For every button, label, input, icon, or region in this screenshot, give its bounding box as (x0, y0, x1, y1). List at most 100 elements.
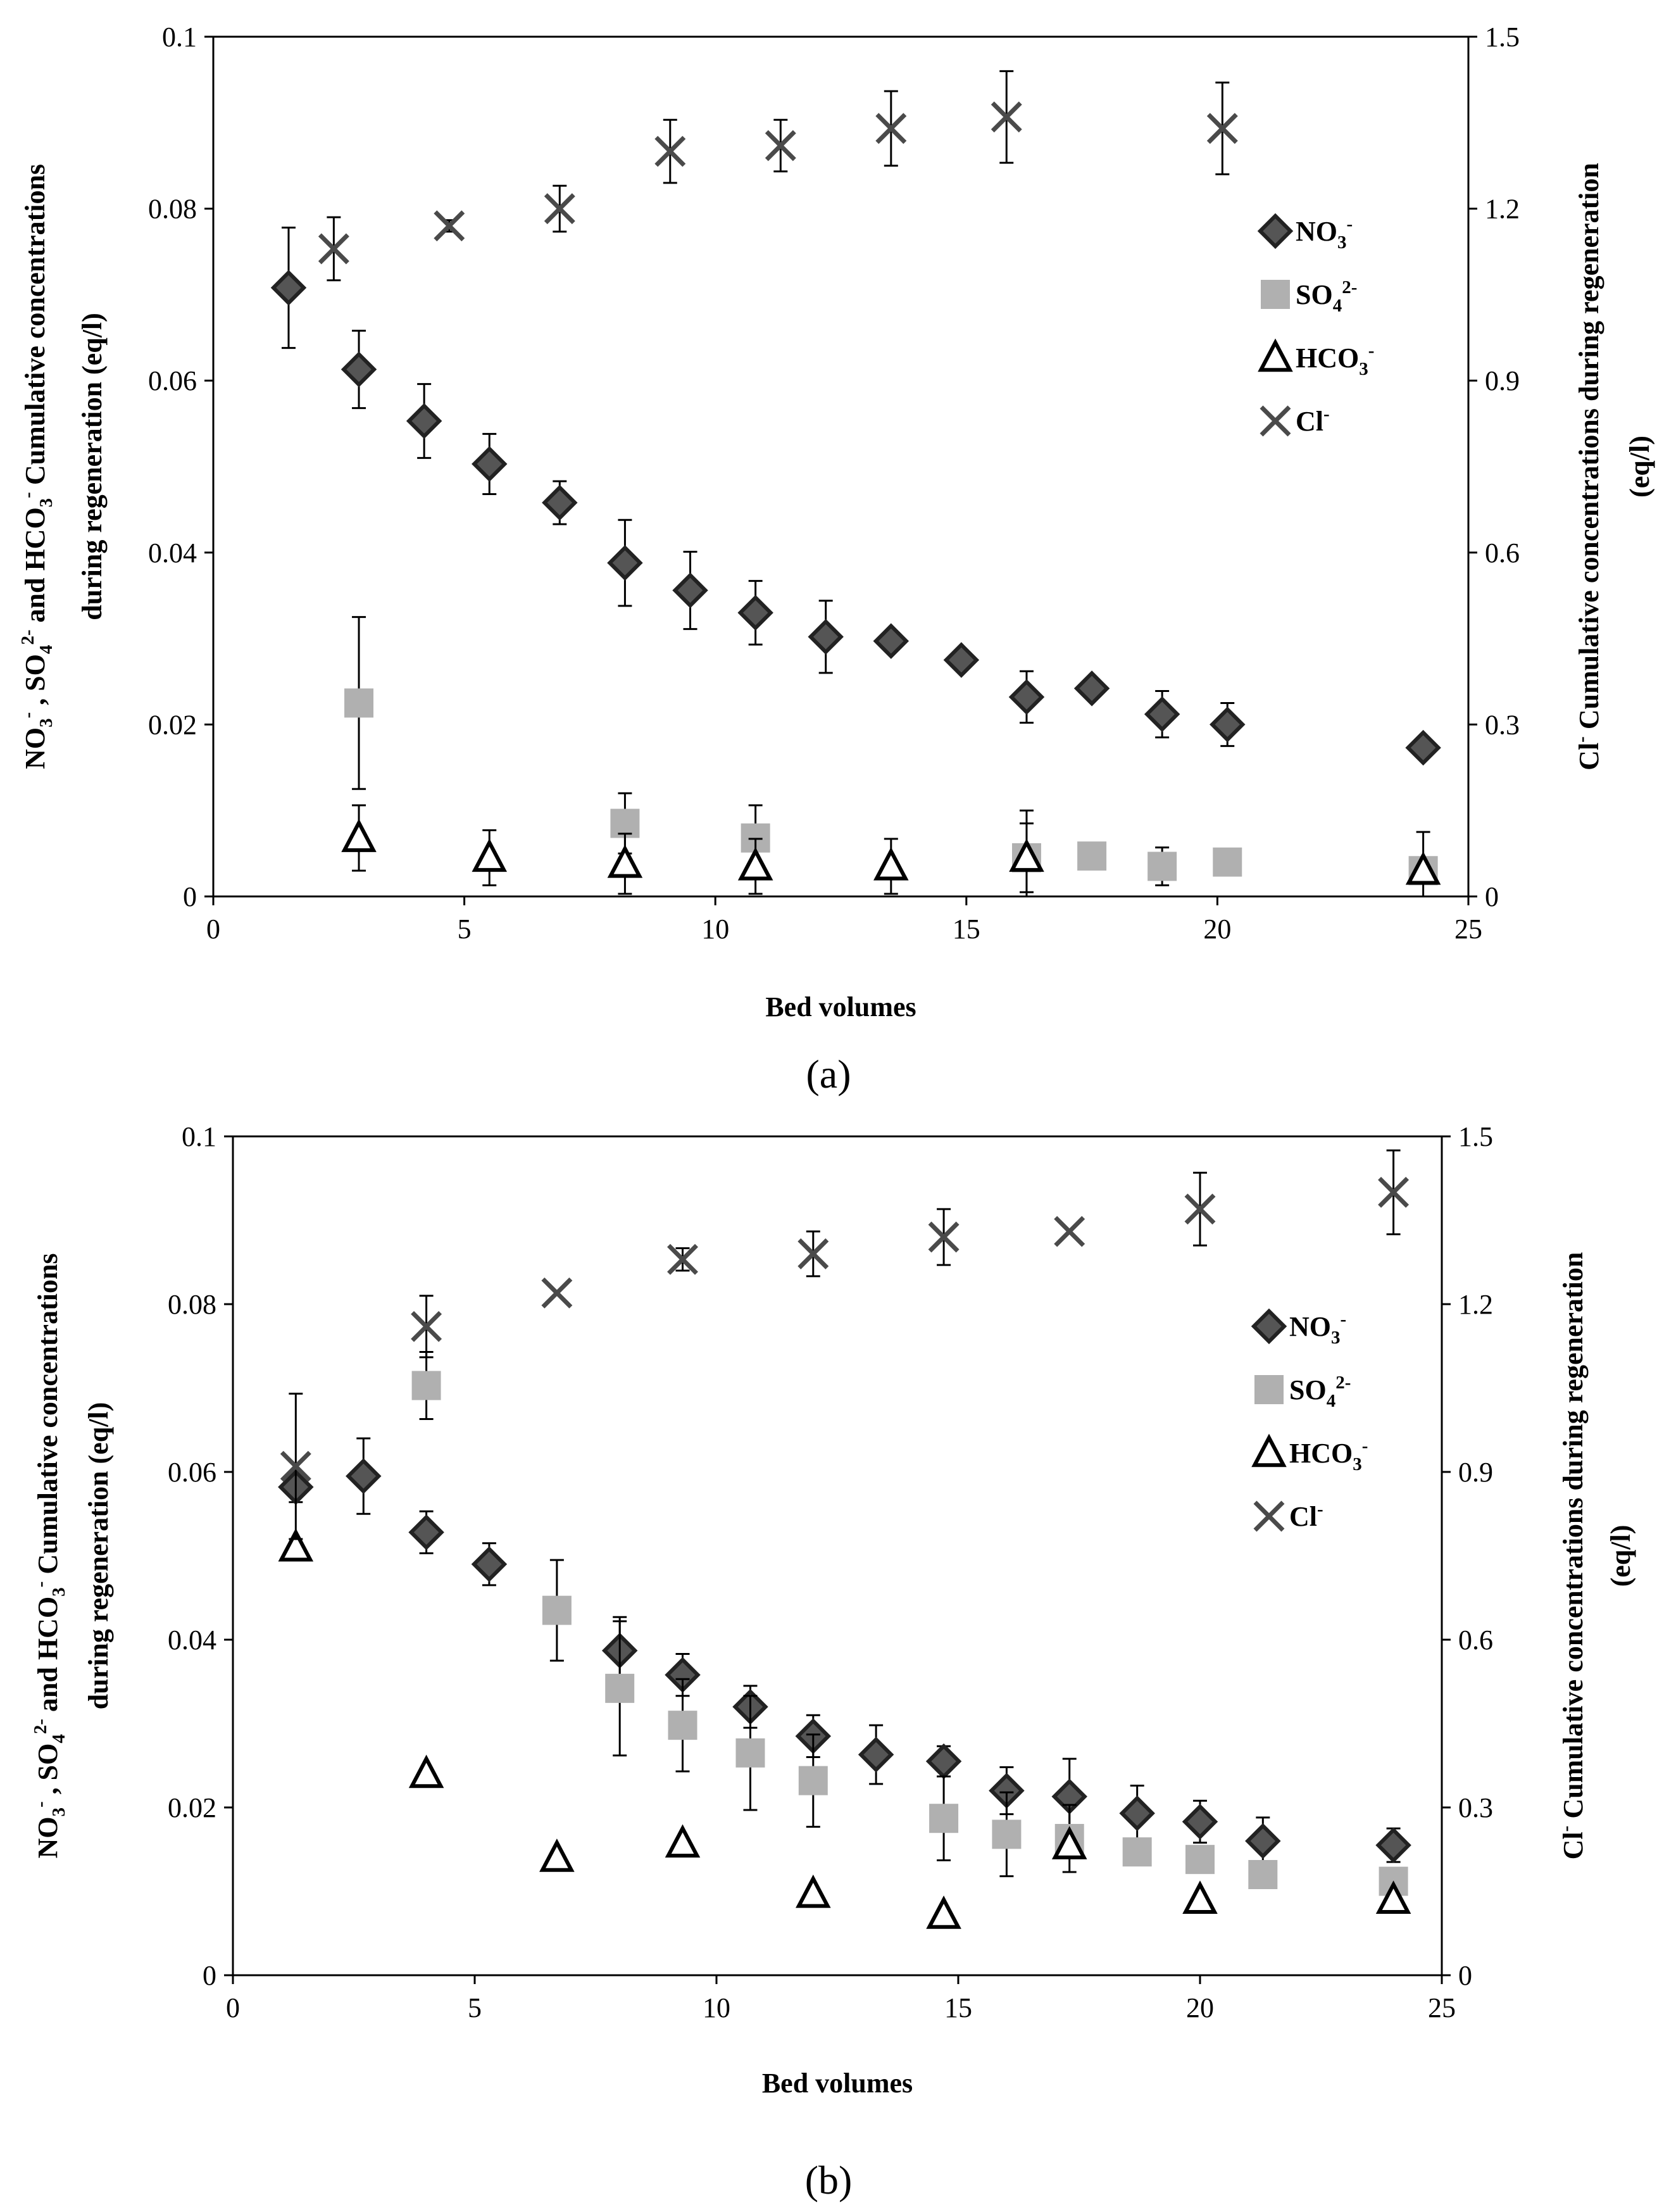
data-point (344, 688, 374, 718)
legend-label: HCO3- (1289, 1436, 1368, 1474)
legend-label: NO3- (1289, 1309, 1346, 1348)
x-tick-label: 25 (1454, 914, 1482, 945)
data-point (542, 1595, 572, 1625)
data-point (341, 351, 377, 387)
data-point (925, 1743, 962, 1780)
y-left-axis-title-line1: NO3- , SO42- and HCO3- Cumulative concen… (18, 164, 56, 769)
data-point (1077, 841, 1107, 871)
data-point (672, 572, 708, 608)
legend-marker (1257, 213, 1294, 249)
y-right-tick-label: 1.2 (1485, 194, 1520, 225)
plot-frame (232, 1135, 1443, 1976)
x-tick-label: 15 (953, 914, 980, 945)
data-point (654, 135, 686, 167)
y-right-tick-label: 0.9 (1458, 1457, 1493, 1488)
data-point (991, 101, 1022, 133)
x-tick-label: 5 (458, 914, 472, 945)
y-right-tick-label: 0 (1458, 1960, 1472, 1991)
data-point (346, 1458, 382, 1494)
legend-label: NO3- (1296, 214, 1353, 253)
y-left-tick-label: 0.08 (148, 194, 197, 225)
data-point (797, 1238, 829, 1269)
data-point (471, 1546, 508, 1582)
data-point (406, 403, 442, 439)
legend-marker (1254, 1375, 1284, 1404)
data-point (1009, 838, 1044, 872)
y-right-axis-title-line1: Cl- Cumulative concentrations during reg… (1572, 163, 1604, 770)
data-point (1147, 851, 1177, 881)
data-point (270, 270, 307, 306)
data-point (1375, 1880, 1411, 1914)
series-Cl- (280, 1149, 1410, 1540)
legend-label: SO42- (1296, 277, 1357, 316)
panel-label: (b) (805, 2158, 853, 2203)
legend-marker (1261, 280, 1290, 309)
x-tick-label: 10 (701, 914, 729, 945)
data-point (858, 1737, 894, 1773)
y-right-tick-label: 1.5 (1485, 22, 1520, 53)
x-tick-label: 25 (1428, 1992, 1456, 2023)
data-point (875, 113, 907, 144)
data-point (607, 844, 643, 878)
data-point (1122, 1837, 1152, 1867)
series-NO3- (270, 226, 1441, 766)
y-left-axis-title-line2: during regeneration (eq/l) (83, 1402, 114, 1710)
data-point (280, 1450, 311, 1482)
data-point (737, 594, 773, 631)
y-left-tick-label: 0.06 (148, 365, 197, 396)
data-point (1210, 707, 1246, 743)
y-right-tick-label: 1.2 (1458, 1289, 1493, 1320)
data-point (1182, 1880, 1218, 1914)
data-point (1378, 1176, 1410, 1208)
y-left-tick-label: 0.08 (168, 1289, 216, 1320)
x-tick-label: 0 (206, 914, 220, 945)
data-point (873, 623, 910, 659)
chart-panel-a: 0 5 10 15 20 2500.020.040.060.080.100.30.60.9… (18, 22, 1655, 1097)
data-point (539, 1838, 575, 1872)
legend: NO3- SO42- HCO3- Cl- (1257, 213, 1374, 437)
legend-label: Cl- (1289, 1499, 1323, 1532)
data-point (1184, 1193, 1216, 1225)
y-right-tick-label: 0.6 (1485, 537, 1520, 569)
y-left-tick-label: 0 (183, 881, 197, 912)
legend-marker (1253, 1500, 1285, 1532)
y-right-axis-title-line2: (eq/l) (1624, 436, 1655, 498)
legend-marker (1251, 1433, 1287, 1467)
legend: NO3- SO42- HCO3- Cl- (1251, 1308, 1368, 1532)
plot-frame (212, 35, 1470, 898)
data-point (1051, 1826, 1087, 1859)
data-point (408, 1754, 444, 1788)
legend-marker (1260, 405, 1291, 437)
legend-label: Cl- (1296, 404, 1330, 437)
legend-marker (1251, 1308, 1287, 1345)
y-left-tick-label: 0.02 (168, 1792, 216, 1823)
data-point (992, 1819, 1022, 1849)
x-tick-label: 15 (944, 1992, 972, 2023)
data-point (667, 1243, 698, 1275)
data-point (1185, 1845, 1215, 1875)
x-axis-title: Bed volumes (762, 2068, 913, 2099)
data-point (735, 1738, 765, 1768)
data-point (808, 619, 844, 655)
x-tick-label: 0 (226, 1992, 240, 2023)
series-HCO3- (341, 804, 1441, 898)
data-point (765, 130, 796, 161)
data-point (341, 819, 377, 852)
data-point (318, 233, 349, 265)
data-point (1144, 696, 1180, 732)
y-left-tick-label: 0.04 (148, 537, 197, 569)
data-point (1405, 729, 1441, 766)
y-right-tick-label: 0.3 (1458, 1792, 1493, 1823)
data-point (408, 1514, 444, 1550)
data-point (873, 847, 909, 881)
data-point (796, 1875, 831, 1908)
data-point (929, 1804, 959, 1833)
x-axis-title: Bed volumes (765, 991, 916, 1022)
data-point (1248, 1860, 1278, 1889)
data-point (278, 1528, 314, 1562)
legend-label: HCO3- (1296, 341, 1374, 379)
data-point (1375, 1827, 1411, 1863)
data-point (926, 1895, 961, 1929)
data-point (1405, 851, 1441, 885)
data-point (1054, 1216, 1085, 1247)
